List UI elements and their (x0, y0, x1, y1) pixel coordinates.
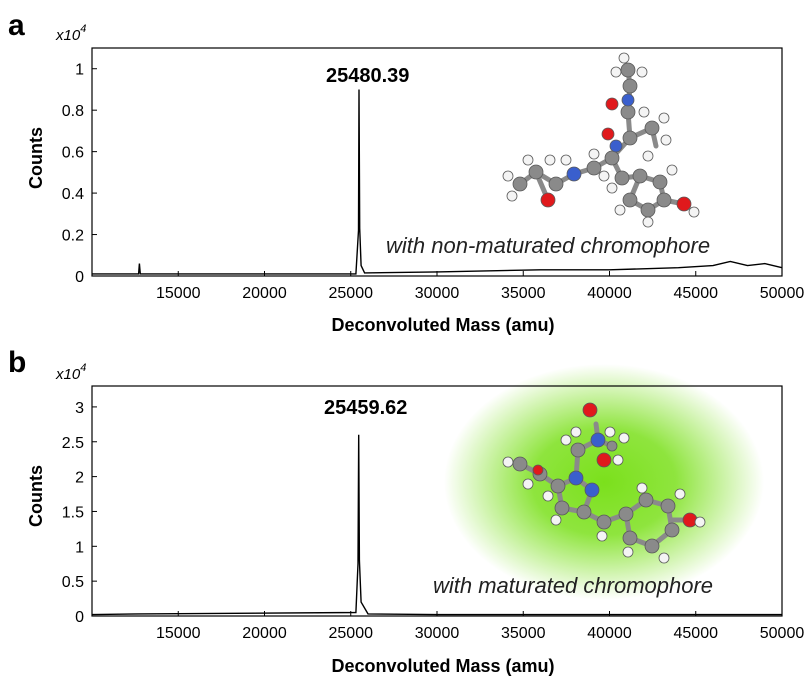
y-tick-label-a: 0.2 (62, 228, 84, 245)
x-tick-label-b: 25000 (329, 625, 374, 642)
y-axis-title-a: Counts (26, 127, 46, 189)
annotation-b: with maturated chromophore (433, 573, 713, 598)
y-tick-label-b: 0 (75, 609, 84, 626)
multiplier-a: x10 (55, 27, 81, 44)
svg-text:x104: x104 (55, 362, 86, 383)
y-tick-label-b: 1.5 (62, 504, 84, 521)
y-tick-label-b: 1 (75, 539, 84, 556)
x-tick-label-a: 40000 (587, 285, 632, 302)
panel-label-a: a (8, 9, 25, 42)
x-tick-label-b: 20000 (242, 625, 287, 642)
x-tick-label-a: 30000 (415, 285, 460, 302)
svg-text:x104: x104 (55, 23, 86, 44)
x-tick-label-a: 35000 (501, 285, 546, 302)
peak-label-b: 25459.62 (324, 397, 407, 419)
x-tick-label-a: 25000 (329, 285, 374, 302)
x-tick-label-a: 45000 (674, 285, 719, 302)
molecule-illustration-a (502, 52, 700, 228)
y-tick-label-b: 2.5 (62, 435, 84, 452)
panel-label-b: b (8, 346, 26, 379)
peak-label-a: 25480.39 (326, 65, 409, 87)
x-tick-label-a: 15000 (156, 285, 201, 302)
y-tick-label-b: 3 (75, 400, 84, 417)
x-axis-title-b: Deconvoluted Mass (amu) (331, 656, 554, 676)
x-tick-label-b: 15000 (156, 625, 201, 642)
x-tick-label-b: 30000 (415, 625, 460, 642)
y-tick-label-b: 2 (75, 470, 84, 487)
plot-area-b: 15000 20000 25000 30000 35000 40000 45000 50000… (62, 385, 805, 642)
x-tick-label-a: 20000 (242, 285, 287, 302)
x-tick-label-b: 50000 (760, 625, 805, 642)
multiplier-exp-a: 4 (80, 23, 86, 35)
spectrum-line-b (91, 434, 782, 616)
annotation-a: with non-maturated chromophore (386, 233, 710, 258)
multiplier-exp-b: 4 (80, 362, 86, 374)
spectrum-line-a (92, 89, 783, 275)
x-tick-label-b: 45000 (674, 625, 719, 642)
plot-area-a: 15000 20000 25000 30000 35000 40000 45000 50000… (62, 47, 805, 302)
y-tick-label-a: 0.4 (62, 186, 84, 203)
fluorescence-glow (444, 364, 764, 600)
y-tick-label-a: 0 (75, 269, 84, 286)
y-axis-title-b: Counts (26, 465, 46, 527)
y-tick-label-a: 1 (75, 62, 84, 79)
x-tick-label-b: 40000 (587, 625, 632, 642)
panel-a: a x104 (8, 9, 804, 335)
x-axis-title-a: Deconvoluted Mass (amu) (331, 315, 554, 335)
y-tick-label-b: 0.5 (62, 574, 84, 591)
multiplier-b: x10 (55, 366, 81, 383)
x-tick-label-b: 35000 (501, 625, 546, 642)
y-tick-label-a: 0.6 (62, 145, 84, 162)
x-tick-label-a: 50000 (760, 285, 805, 302)
panel-b: b x104 (8, 346, 804, 676)
molecule-illustration-b (502, 402, 706, 564)
y-tick-label-a: 0.8 (62, 103, 84, 120)
